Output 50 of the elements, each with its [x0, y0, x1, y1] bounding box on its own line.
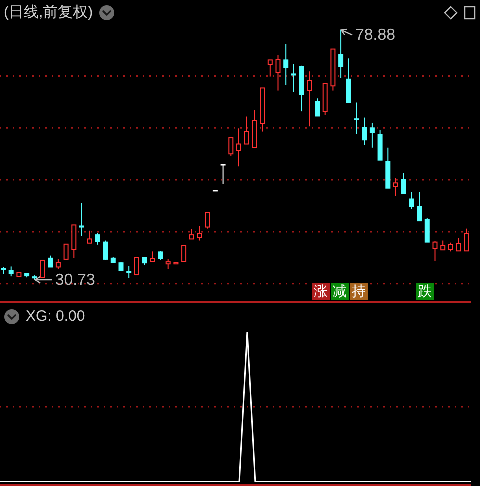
candlestick [236, 128, 242, 168]
candlestick [276, 54, 281, 92]
candlestick [56, 258, 61, 270]
candlestick [134, 257, 140, 276]
annotation: 减 [331, 283, 349, 300]
annotation: 30.73 [55, 272, 96, 290]
chart-title: (日线,前复权) [4, 3, 94, 22]
annotation: 持 [350, 283, 368, 300]
candlestick [432, 240, 438, 262]
candlestick [464, 228, 470, 252]
candlestick [166, 258, 171, 270]
candlestick [244, 116, 250, 145]
candlestick [354, 102, 360, 135]
candlestick [228, 138, 234, 157]
candlestick [103, 240, 108, 260]
annotation: 跌 [416, 283, 434, 300]
candlestick [456, 238, 462, 252]
chart-title: XG: 0.00 [26, 308, 86, 325]
candlestick [268, 60, 273, 78]
candlestick [401, 172, 406, 194]
candlestick [64, 244, 69, 260]
candlestick [150, 251, 156, 262]
candlestick [417, 192, 422, 222]
candlestick [197, 226, 202, 242]
candlestick [409, 191, 414, 210]
candlestick [189, 228, 194, 240]
annotation: 涨 [312, 283, 330, 300]
candlestick [48, 255, 54, 268]
candlestick [440, 240, 446, 251]
candlestick [182, 245, 187, 262]
candlestick [394, 178, 398, 197]
candlestick [220, 164, 227, 185]
candlestick [95, 233, 100, 246]
candlestick [87, 230, 92, 244]
candlestick [284, 44, 289, 86]
candlestick [126, 266, 132, 279]
candlestick [8, 266, 14, 278]
candlestick [424, 218, 430, 243]
candlestick [291, 64, 296, 93]
candlestick [307, 71, 312, 128]
candlestick [338, 30, 344, 79]
candlestick [315, 98, 320, 117]
candlestick [80, 202, 84, 237]
candlestick [118, 262, 124, 272]
candlestick [205, 212, 210, 230]
candlestick [346, 58, 352, 104]
candlestick [370, 122, 375, 148]
candlestick [362, 117, 368, 146]
candlestick [40, 260, 46, 278]
annotation: 78.88 [355, 27, 396, 44]
